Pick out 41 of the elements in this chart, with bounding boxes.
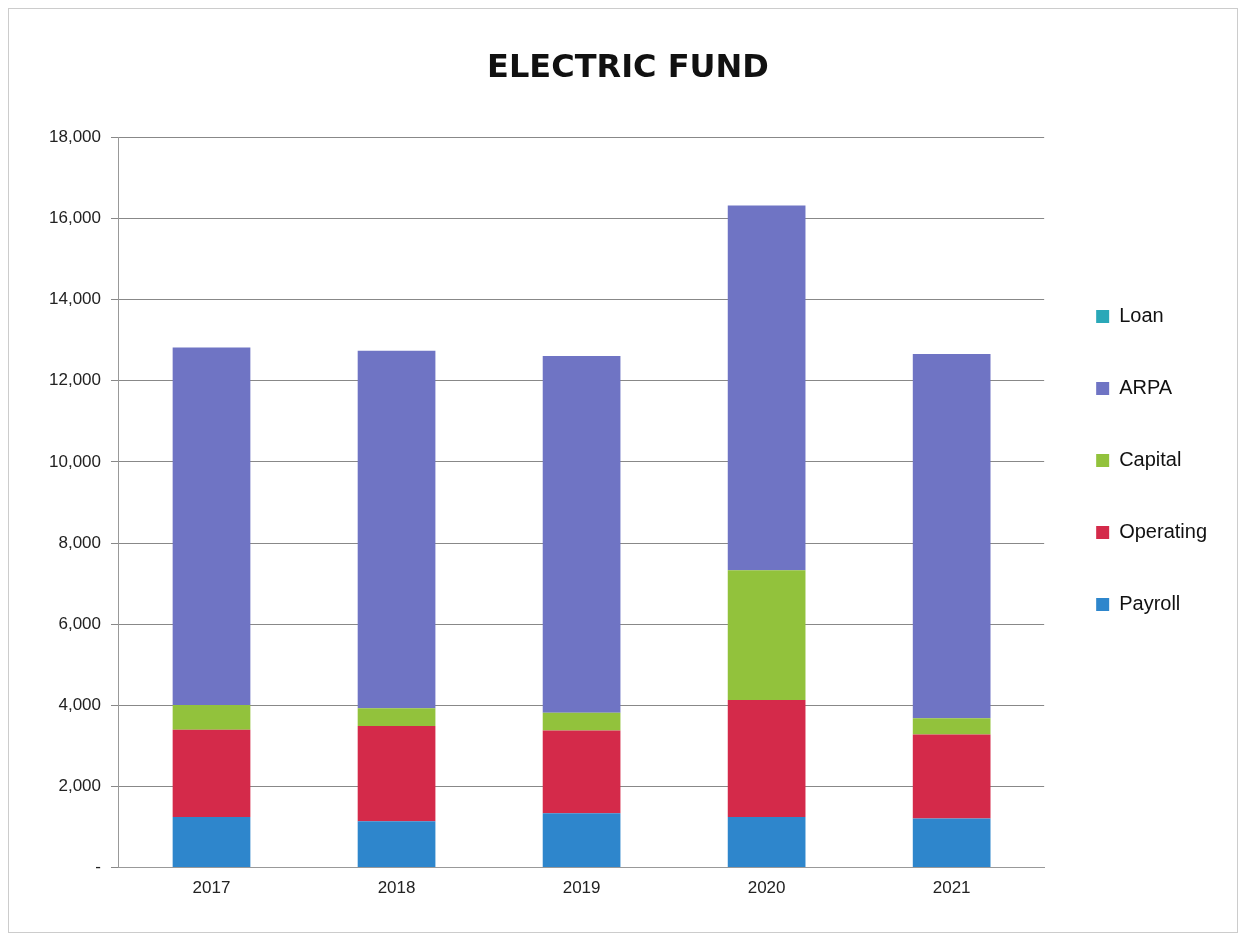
legend-label: Operating — [1119, 520, 1208, 543]
chart-title: ELECTRIC FUND — [487, 46, 769, 85]
bar — [542, 813, 621, 868]
bar — [357, 350, 436, 709]
bar — [542, 712, 621, 731]
bar — [727, 205, 806, 571]
y-tick-label: - — [95, 857, 101, 877]
bar — [542, 356, 621, 713]
legend-label: Loan — [1119, 304, 1164, 327]
bar — [912, 354, 991, 719]
bar — [912, 718, 991, 735]
y-tick-label: 2,000 — [58, 776, 101, 796]
x-tick-label: 2020 — [747, 878, 786, 898]
bar — [172, 704, 251, 730]
bar — [727, 570, 806, 701]
y-tick-label: 18,000 — [49, 127, 101, 147]
y-tick-label: 12,000 — [49, 370, 101, 390]
x-tick-label: 2018 — [377, 878, 416, 898]
bar — [542, 730, 621, 814]
x-tick-label: 2021 — [932, 878, 971, 898]
y-tick-label: 4,000 — [58, 695, 101, 715]
y-tick-label: 6,000 — [58, 613, 101, 633]
x-tick-label: 2017 — [192, 878, 231, 898]
bar — [357, 708, 436, 727]
y-tick-label: 14,000 — [49, 289, 101, 309]
legend-label: ARPA — [1119, 376, 1173, 399]
legend-label: Payroll — [1119, 592, 1181, 615]
bar — [357, 821, 436, 868]
x-tick-label: 2019 — [562, 878, 601, 898]
bar — [172, 816, 251, 868]
bar — [727, 816, 806, 868]
bar — [172, 347, 251, 705]
y-tick-label: 8,000 — [58, 532, 101, 552]
bar — [912, 818, 991, 868]
bar — [912, 734, 991, 819]
legend-label: Capital — [1119, 448, 1182, 471]
y-tick-label: 16,000 — [49, 208, 101, 228]
bar — [727, 700, 806, 817]
y-tick-label: 10,000 — [49, 451, 101, 471]
bar — [172, 729, 251, 817]
bar — [357, 726, 436, 822]
